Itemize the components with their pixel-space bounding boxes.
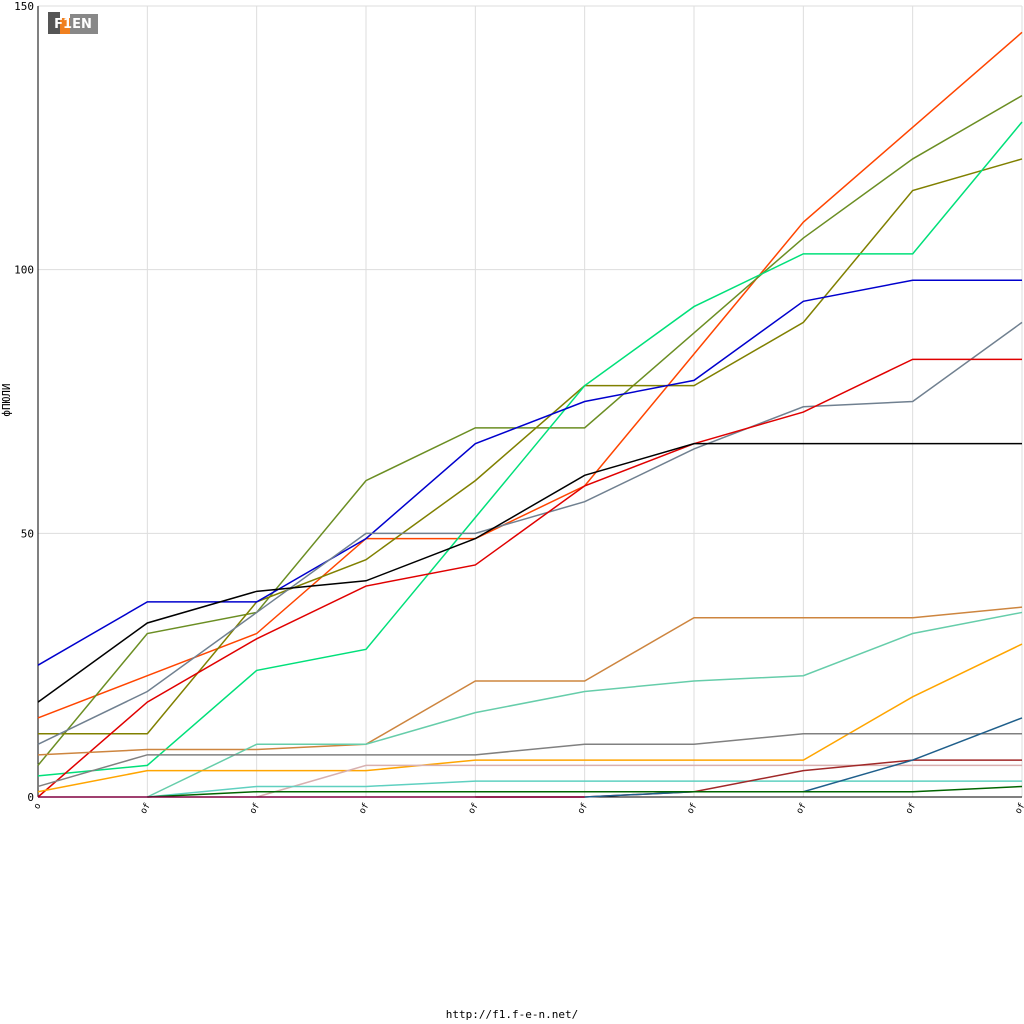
y-tick-label: 0 <box>27 791 34 804</box>
x-tick-label: of <box>467 802 481 816</box>
y-tick-label: 50 <box>21 527 34 540</box>
x-tick-label: of <box>795 802 809 816</box>
series-line <box>37 606 1023 756</box>
series-line <box>37 94 1023 766</box>
series-line <box>147 785 1023 798</box>
x-tick-label: of <box>1014 802 1024 816</box>
series-line <box>37 321 1023 745</box>
series-line <box>37 358 1022 798</box>
series-line <box>37 732 1022 788</box>
series-line <box>37 279 1022 666</box>
x-tick-label: of <box>358 802 372 816</box>
logo-block <box>60 18 70 34</box>
footer: http://f1.f-e-n.net/ <box>446 1008 578 1021</box>
x-tick-label: of <box>904 802 918 816</box>
series-line <box>38 158 1023 735</box>
series-line <box>37 643 1023 793</box>
logo: F1EN <box>48 12 98 34</box>
y-axis-label: фПЮЛИ <box>0 383 13 416</box>
x-tick-label: o <box>32 802 43 812</box>
series-line <box>37 442 1022 703</box>
x-tick-label: of <box>686 802 700 816</box>
series-line <box>37 31 1023 719</box>
series-line <box>147 780 1022 798</box>
series-line <box>37 121 1023 777</box>
x-tick-label: of <box>248 802 262 816</box>
x-tick-label: of <box>139 802 153 816</box>
logo-block <box>48 12 60 34</box>
x-tick-label: of <box>576 802 590 816</box>
logo-block <box>70 14 98 34</box>
logo-text: F1EN <box>54 17 92 32</box>
y-tick-label: 100 <box>14 264 34 277</box>
y-tick-label: 150 <box>14 0 34 13</box>
series-line <box>147 611 1023 798</box>
